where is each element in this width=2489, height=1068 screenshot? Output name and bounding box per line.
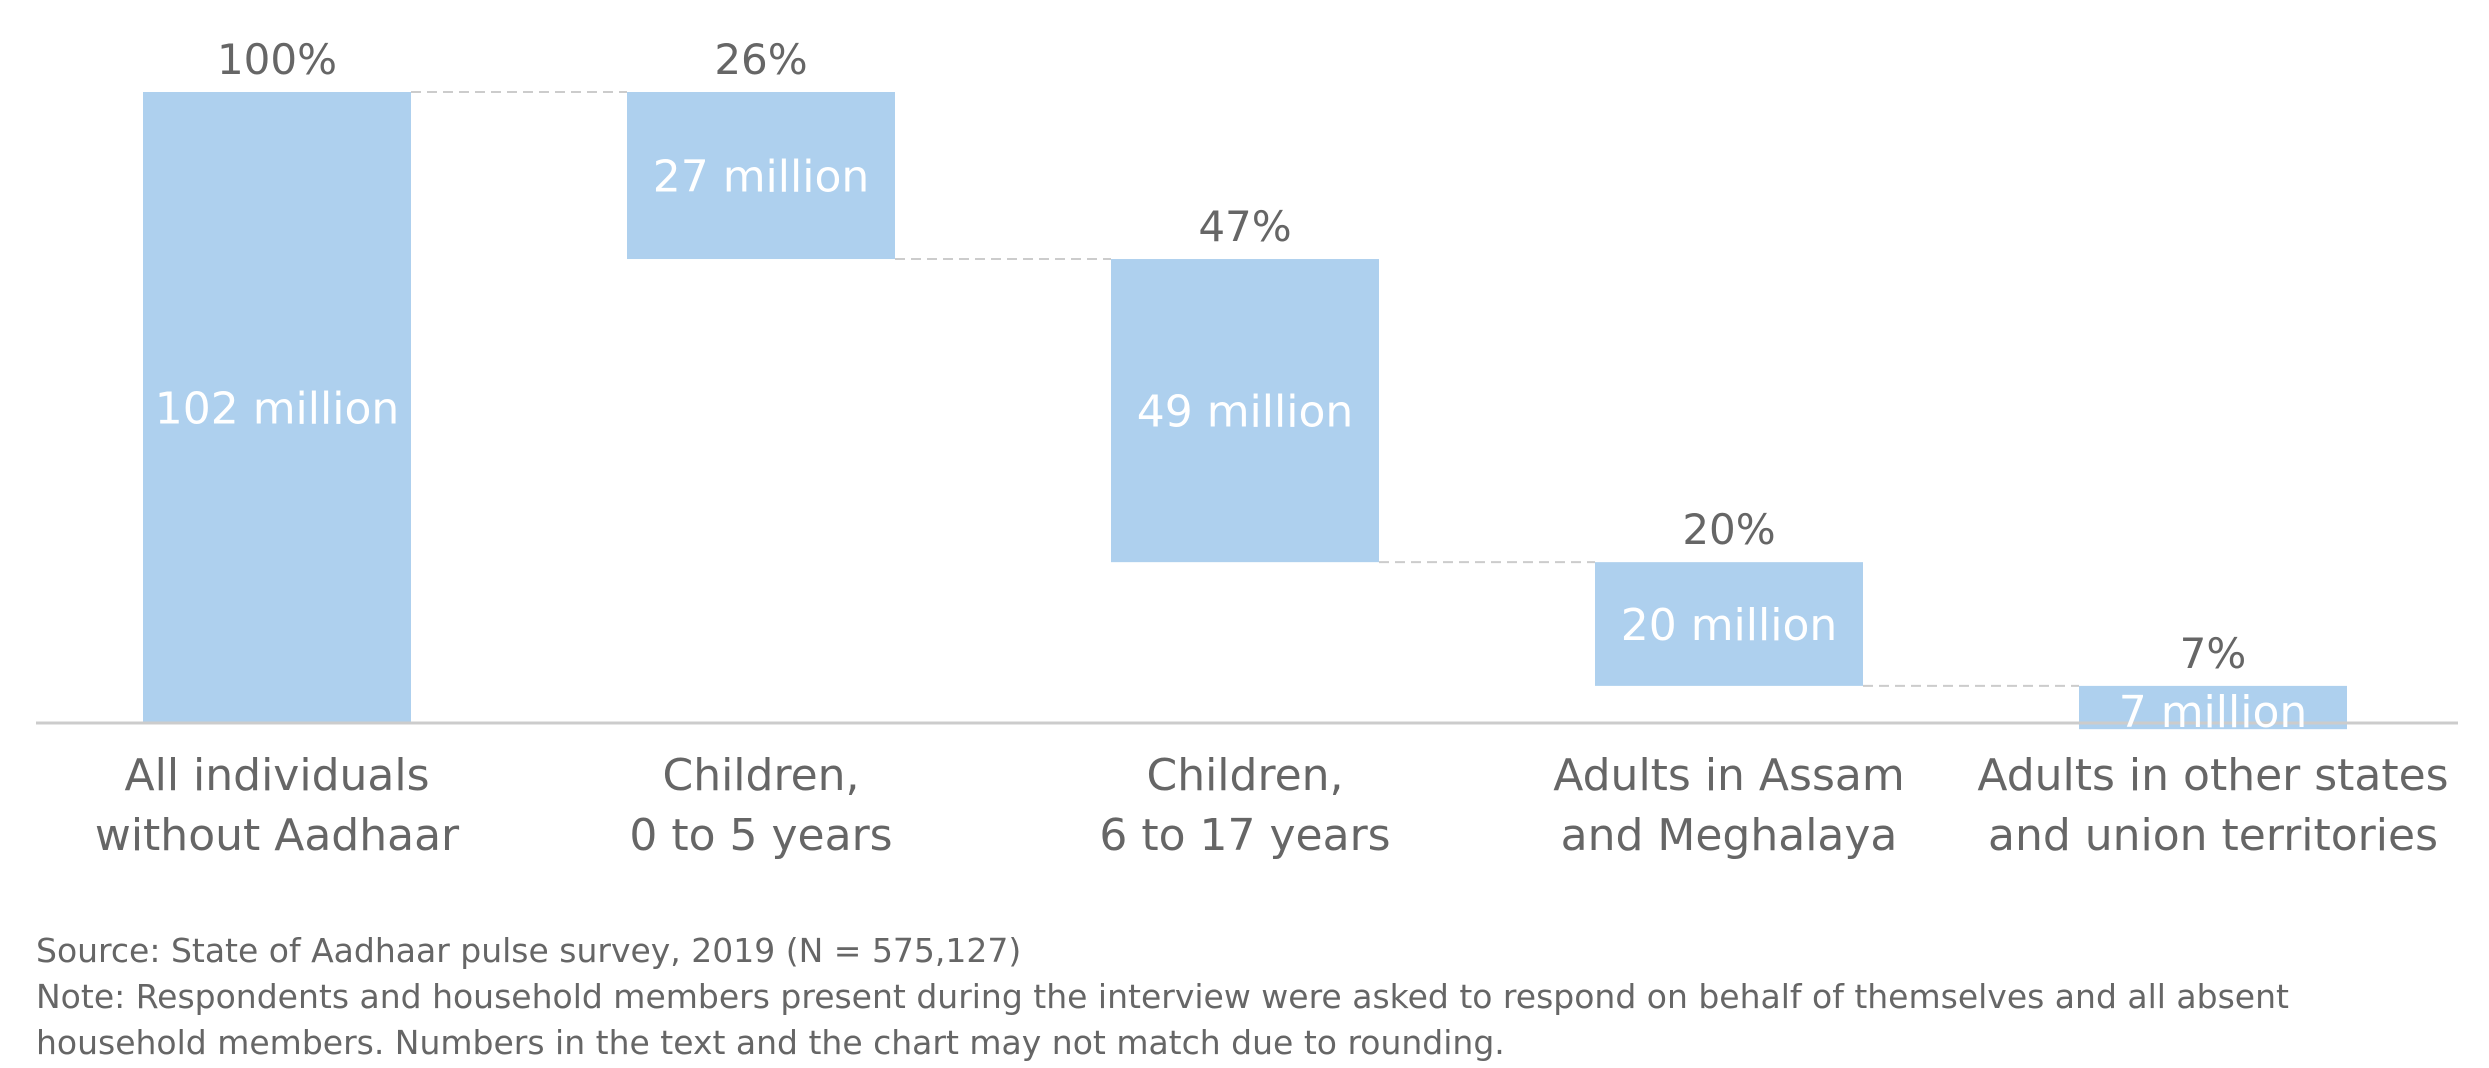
- category-label-3-line-1: and Meghalaya: [1561, 810, 1898, 861]
- category-label-1-line-1: 0 to 5 years: [629, 810, 892, 861]
- labels: 100% 102 million All individuals without Aa…: [95, 35, 2449, 861]
- source-note: Source: State of Aadhaar pulse survey, 2…: [36, 931, 1022, 970]
- percent-label-2: 47%: [1198, 202, 1291, 251]
- category-label-0-line-1: without Aadhaar: [95, 810, 460, 861]
- chart-notes: Source: State of Aadhaar pulse survey, 2…: [36, 928, 2456, 1066]
- category-label-0-line-0: All individuals: [125, 750, 430, 801]
- category-label-4-line-0: Adults in other states: [1977, 750, 2448, 801]
- bar-1: [627, 92, 895, 260]
- waterfall-chart: 100% 102 million All individuals without Aa…: [36, 35, 2458, 861]
- note-line-2: household members. Numbers in the text a…: [36, 1023, 1505, 1062]
- bar-3: [1595, 562, 1863, 686]
- bar-2: [1111, 259, 1379, 563]
- category-label-2-line-0: Children,: [1146, 750, 1343, 801]
- category-label-4-line-1: and union territories: [1988, 810, 2438, 861]
- bars: [143, 92, 2347, 730]
- percent-label-3: 20%: [1682, 505, 1775, 554]
- category-label-3-line-0: Adults in Assam: [1553, 750, 1904, 801]
- value-label-3: 20 million: [1621, 600, 1838, 651]
- percent-label-0: 100%: [217, 35, 337, 84]
- bar-0: [143, 92, 411, 723]
- category-label-2-line-1: 6 to 17 years: [1099, 810, 1390, 861]
- value-label-1: 27 million: [653, 152, 870, 203]
- value-label-4: 7 million: [2119, 687, 2308, 738]
- value-label-0: 102 million: [155, 384, 400, 435]
- connector-lines: [411, 91, 2079, 687]
- note-line-1: Note: Respondents and household members …: [36, 977, 2289, 1016]
- percent-label-1: 26%: [714, 35, 807, 84]
- percent-label-4: 7%: [2180, 629, 2247, 678]
- value-label-2: 49 million: [1137, 387, 1354, 438]
- category-label-1-line-0: Children,: [662, 750, 859, 801]
